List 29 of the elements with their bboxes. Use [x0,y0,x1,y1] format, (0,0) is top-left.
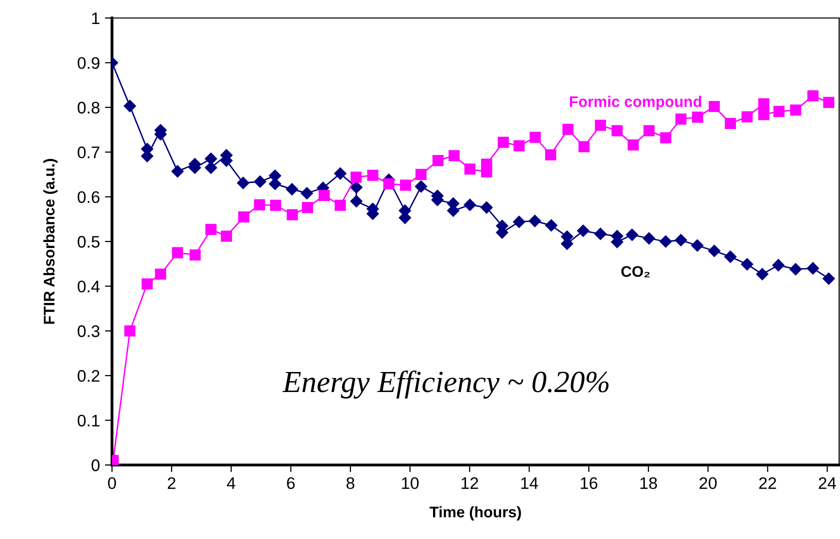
x-tick-label: 2 [168,477,176,489]
y-tick-label: 0 [92,459,100,472]
series-label: Formic compound [570,96,702,110]
x-tick-label: 12 [462,477,478,489]
x-tick-label: 18 [640,477,657,490]
x-tick-label: 24 [818,477,836,489]
x-tick-label: 22 [759,477,776,489]
x-tick-label: 14 [521,477,538,489]
x-tick-label: 0 [108,477,116,490]
y-tick-label: 0.3 [78,325,100,338]
x-tick-label: 20 [700,477,717,490]
y-tick-label: 0.9 [78,57,100,69]
y-tick-label: 0.8 [78,102,100,114]
series-label: CO₂ [621,266,650,278]
y-tick-label: 0.7 [78,146,100,158]
y-tick-label: 0.2 [78,370,100,382]
y-tick-label: 0.1 [78,414,100,427]
y-tick-label: 0.5 [78,236,100,248]
x-tick-label: 10 [402,477,419,490]
annotation: Energy Efficiency ~ 0.20% [282,370,609,399]
x-tick-label: 6 [287,477,295,490]
y-tick-label: 0.6 [78,191,100,204]
x-tick-label: 16 [580,477,598,490]
x-tick-label: 4 [226,477,236,489]
x-tick-label: 8 [346,477,354,490]
y-tick-label: 0.4 [78,280,100,292]
y-tick-label: 1 [92,12,100,24]
y-axis-title: FTIR Absorbance (a.u.) [43,158,58,324]
x-axis-title: Time (hours) [430,506,521,520]
